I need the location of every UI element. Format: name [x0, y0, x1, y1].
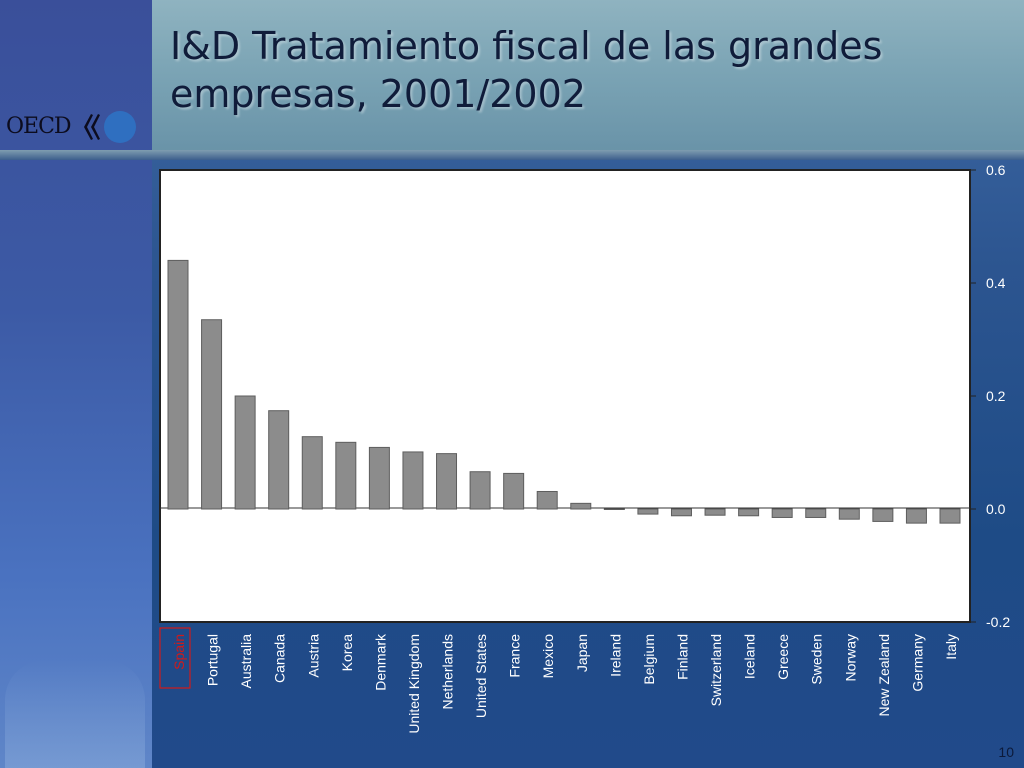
bar-ireland [603, 508, 625, 510]
bar-portugal [201, 319, 223, 510]
y-axis: 0.6 0.4 0.2 0.0 -0.2 [970, 162, 1010, 630]
x-label-mexico: Mexico [540, 634, 556, 679]
bar-sweden [805, 508, 827, 518]
y-tick-label: -0.2 [986, 614, 1010, 630]
bars-group [167, 259, 961, 524]
bar-spain [167, 259, 189, 510]
x-label-new-zealand: New Zealand [876, 634, 892, 717]
decorative-emblem [5, 660, 145, 768]
oecd-logo: OECD [6, 106, 136, 146]
title-bar [152, 0, 1024, 152]
x-label-belgium: Belgium [641, 634, 657, 685]
x-label-canada: Canada [272, 634, 288, 683]
page-number: 10 [998, 744, 1014, 760]
slide-title: I&D Tratamiento fiscal de las grandes em… [170, 24, 883, 116]
bar-canada [268, 410, 290, 510]
bar-iceland [738, 508, 760, 517]
x-label-ireland: Ireland [607, 634, 623, 677]
x-label-denmark: Denmark [372, 633, 388, 691]
x-label-united-states: United States [473, 634, 489, 718]
bar-norway [838, 508, 860, 520]
x-label-italy: Italy [943, 634, 959, 660]
oecd-logo-text: OECD [6, 114, 72, 139]
x-label-korea: Korea [339, 634, 355, 672]
x-label-spain: Spain [171, 634, 187, 670]
x-label-united-kingdom: United Kingdom [406, 634, 422, 734]
x-label-switzerland: Switzerland [708, 634, 724, 706]
bar-belgium [637, 508, 659, 515]
x-label-iceland: Iceland [742, 634, 758, 679]
plot-area [159, 169, 971, 623]
bar-japan [570, 502, 592, 510]
x-label-australia: Australia [238, 634, 254, 689]
bar-austria [301, 436, 323, 510]
bar-greece [771, 508, 793, 518]
bar-italy [939, 508, 961, 524]
x-label-portugal: Portugal [205, 634, 221, 686]
x-label-finland: Finland [674, 634, 690, 680]
bar-korea [335, 441, 357, 510]
bar-finland [670, 508, 692, 517]
bar-france [503, 472, 525, 510]
y-tick-label: 0.2 [986, 388, 1006, 404]
x-label-greece: Greece [775, 634, 791, 680]
y-tick-label: 0.4 [986, 275, 1006, 291]
bar-germany [905, 508, 927, 524]
y-tick-label: 0.6 [986, 162, 1006, 178]
x-label-sweden: Sweden [809, 634, 825, 685]
oecd-emblem-icon [84, 111, 136, 143]
bar-australia [234, 395, 256, 510]
x-label-france: France [507, 634, 523, 678]
x-axis-labels: Spain Portugal Australia Canada Austria Korea… [159, 627, 959, 734]
bar-united-states [469, 471, 491, 510]
highlight-box-spain [159, 627, 191, 689]
bar-mexico [536, 490, 558, 510]
bar-netherlands [436, 453, 458, 510]
bar-switzerland [704, 508, 726, 516]
x-label-netherlands: Netherlands [440, 634, 456, 710]
title-divider [0, 150, 1024, 160]
bar-new-zealand [872, 508, 894, 522]
x-label-japan: Japan [574, 634, 590, 672]
x-label-austria: Austria [305, 634, 321, 678]
bar-denmark [368, 446, 390, 510]
x-label-germany: Germany [909, 634, 925, 692]
x-label-norway: Norway [842, 634, 858, 681]
bar-united-kingdom [402, 451, 424, 510]
y-tick-label: 0.0 [986, 501, 1006, 517]
